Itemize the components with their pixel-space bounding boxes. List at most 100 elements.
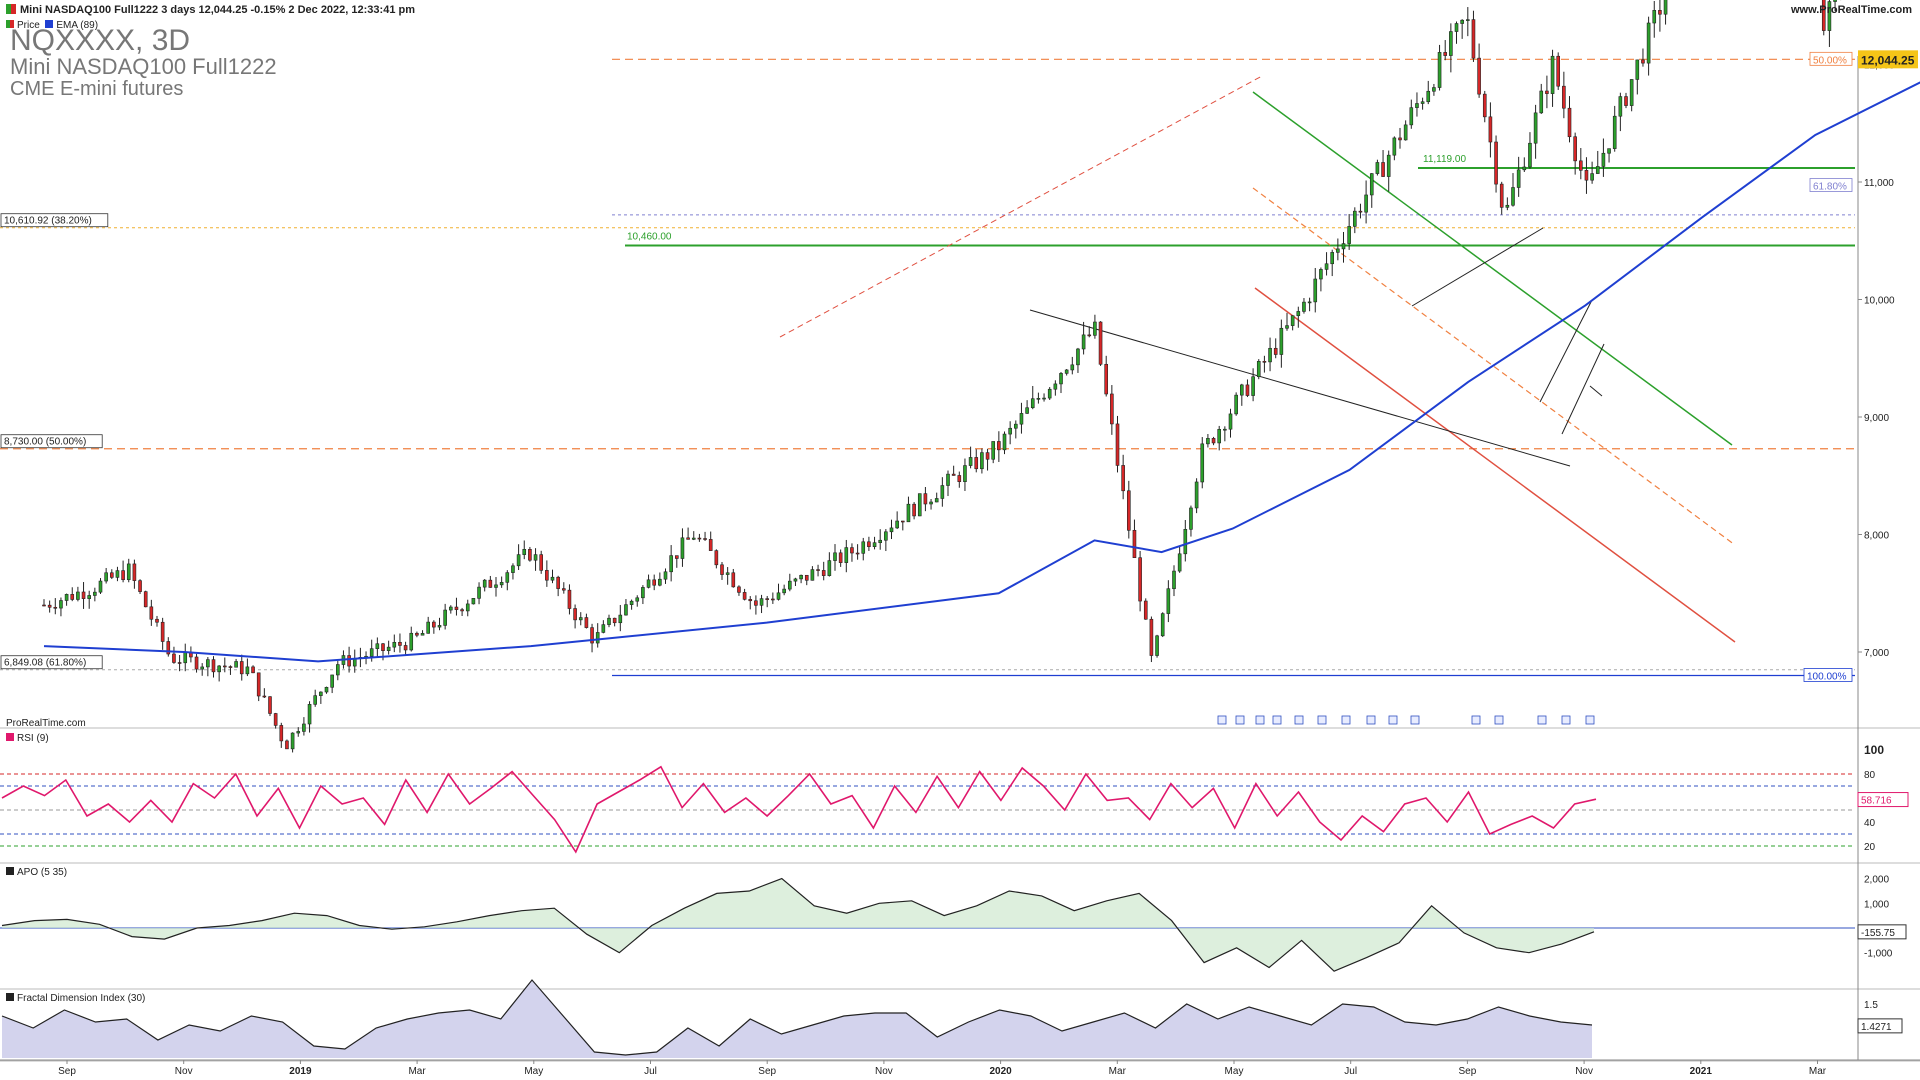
candle-body [561,588,566,591]
candle-body [968,457,973,466]
event-icon [1255,715,1265,725]
y-tick-label: 8,000 [1864,531,1889,542]
candle [1290,315,1295,331]
candle [748,596,753,610]
candle [1426,80,1431,105]
x-tick-label: Jul [644,1066,657,1077]
event-icon [1235,715,1245,725]
candle-body [1403,124,1408,141]
candle [1160,612,1165,638]
candle [1584,157,1589,194]
candle [985,448,990,471]
candle [1550,49,1555,107]
candle-body [194,656,199,670]
candle [1008,421,1012,445]
candle [556,575,560,597]
candle-body [415,632,419,636]
candle [42,599,46,607]
candle-body [765,598,770,600]
candle [584,613,589,629]
candle-body [1432,87,1436,92]
candle [641,585,645,605]
candle [1098,321,1103,366]
candle [895,511,899,529]
event-icon-box [1561,715,1571,725]
apo-line [1,877,1595,972]
candle [290,732,295,753]
candle-body [155,618,159,623]
candle-body [816,569,820,571]
candle-body [1641,59,1645,64]
candle [87,590,91,609]
candle-body [1347,226,1351,244]
candle [1217,425,1222,451]
candle-body [324,686,329,693]
candle [1499,181,1504,215]
candle-body [1607,148,1611,154]
candle-body [731,572,736,588]
candle-body [160,621,165,642]
candle [437,617,442,631]
candle [1138,550,1142,612]
candle [646,574,651,589]
candle-body [369,648,374,657]
candle-body [1827,1,1832,31]
candle [121,560,125,583]
candle-body [912,503,916,517]
fib-label-box [0,655,103,670]
candle-body [1533,112,1538,144]
website-link[interactable]: www.ProRealTime.com [1790,4,1912,16]
x-tick-label: Mar [408,1066,426,1077]
x-tick-label: Sep [1459,1066,1477,1077]
candle [1076,347,1080,373]
candle-body [409,632,414,651]
candle [1353,207,1357,234]
candle [1556,52,1561,90]
candle-body [1104,363,1109,395]
candle [1533,104,1538,159]
candle [793,577,798,586]
rsi-tick-label: 100 [1864,743,1884,757]
x-tick-label: May [1225,1066,1244,1077]
event-icon [1537,715,1547,725]
candle-body [940,485,945,499]
candle [1522,157,1527,172]
candle [1127,480,1131,539]
candle-body [1138,557,1142,602]
candle-body [251,666,255,674]
candle-body [279,725,284,742]
candle [675,555,679,568]
candle [516,544,521,570]
candle-body [206,659,210,668]
candle [1381,150,1385,177]
candle [172,646,176,664]
candle-body [42,604,46,607]
apo-value-tag [1857,924,1907,940]
candle-body [528,549,532,561]
candle-body [686,537,690,540]
candle-body [511,565,515,573]
candle [1437,44,1442,91]
fdi-line [1,979,1593,1056]
candle-body [420,633,425,636]
candle [302,717,306,736]
candle [177,655,182,672]
candle [1245,379,1250,398]
candle [804,574,809,586]
x-tick-label: Jul [1344,1066,1357,1077]
candle-body [861,541,866,554]
event-icon [1217,715,1227,725]
candle-body [884,531,888,541]
candle-body [1155,635,1159,656]
candle-body [788,580,792,590]
candle [98,578,103,594]
candle [1624,92,1628,109]
candle-body [1567,107,1572,138]
candle-body [641,587,645,599]
candle [1607,148,1611,163]
candle [771,592,775,604]
candle [1064,369,1069,376]
candle-body [855,552,860,555]
apo-swatch-icon [6,867,14,875]
candle-body [799,574,803,580]
